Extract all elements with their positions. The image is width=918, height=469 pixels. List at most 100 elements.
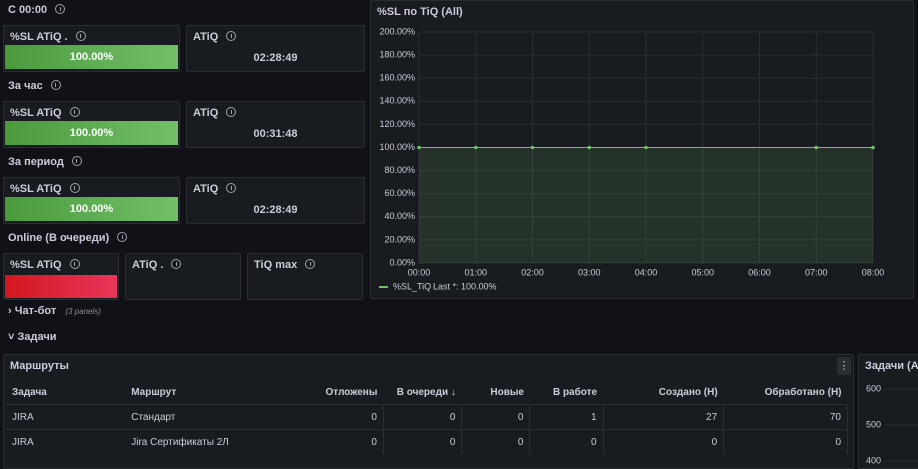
table-cell: 0 — [461, 429, 531, 454]
column-header[interactable]: Создано (Н) — [658, 386, 718, 398]
column-header[interactable]: В работе — [552, 386, 598, 398]
chart: 0.00% 20.00% 40.00% 60.00% 80.00% 100.00% 120.… — [379, 26, 885, 291]
section-title-text: За период — [8, 156, 64, 168]
area — [419, 147, 873, 263]
info-icon[interactable] — [75, 31, 86, 41]
row-header[interactable]: ˅ Задачи — [8, 331, 57, 343]
row-title: Задачи — [17, 331, 57, 343]
y-tick-label: 40.00% — [384, 211, 415, 221]
table-cell: 0 — [383, 404, 463, 430]
stat-panel: ATiQ 02:28:49 — [186, 177, 365, 224]
chart-panel: %SL по TiQ (All) 0.00% 20.00% 40.00% 60.00%… — [370, 0, 914, 299]
info-icon[interactable] — [69, 107, 80, 117]
info-icon[interactable] — [117, 232, 128, 242]
stat-title-text: TiQ max — [254, 259, 298, 271]
stat-title: %SL ATiQ — [10, 259, 80, 271]
point — [587, 145, 592, 150]
x-tick-label: 08:00 — [862, 267, 885, 277]
info-icon[interactable] — [226, 31, 237, 41]
column-header[interactable]: Задача — [12, 386, 47, 398]
stat-value: 02:28:49 — [253, 204, 298, 216]
x-tick-label: 00:00 — [408, 267, 431, 277]
y-tick-label: 20.00% — [384, 234, 415, 244]
info-icon[interactable] — [50, 80, 61, 90]
stat-title: %SL ATiQ — [10, 107, 80, 119]
y-tick-label: 60.00% — [384, 188, 415, 198]
stat-title-text: %SL ATiQ — [10, 259, 62, 271]
stat-value: 100.00% — [5, 45, 178, 69]
stat-panel: %SL ATiQ — [3, 253, 119, 300]
table-cell: JIRA — [6, 429, 126, 454]
stat-panel: %SL ATiQ . 100.00% — [3, 25, 180, 72]
y-tick-label: 160.00% — [379, 73, 415, 83]
y-tick-label: 120.00% — [379, 119, 415, 129]
table-cell: JIRA — [6, 404, 126, 430]
info-icon[interactable] — [226, 183, 237, 193]
stat-title: ATiQ — [193, 107, 237, 119]
table-cell: 0 — [723, 429, 848, 454]
info-icon[interactable] — [305, 259, 316, 269]
row-title: Чат-бот — [14, 305, 57, 317]
column-header[interactable]: Маршрут — [131, 386, 177, 398]
stat-value: 02:28:49 — [253, 52, 298, 64]
table-row: JIRA Jira Сертификаты 2Л 0 0 0 0 0 0 — [6, 429, 848, 454]
y-tick-label: 180.00% — [379, 49, 415, 59]
table-cell: 0 — [247, 429, 384, 454]
column-header[interactable]: Отложены — [325, 386, 378, 398]
stat-panel: ATiQ . — [125, 253, 241, 300]
info-icon[interactable] — [69, 259, 80, 269]
stat-title-text: ATiQ — [193, 31, 219, 43]
stat-title: ATiQ — [193, 183, 237, 195]
x-tick-label: 06:00 — [748, 267, 771, 277]
x-tick-label: 07:00 — [805, 267, 828, 277]
y-tick-label: 200.00% — [379, 26, 415, 36]
table-cell: 70 — [723, 404, 848, 430]
x-tick-label: 05:00 — [691, 267, 714, 277]
point — [871, 145, 875, 150]
info-icon[interactable] — [171, 259, 182, 269]
stat-area: С 00:00 %SL ATiQ . 100.00% ATiQ 02:28:49 За ч… — [0, 0, 366, 300]
column-header[interactable]: В очереди ↓ — [396, 386, 456, 398]
stat-value: 100.00% — [5, 121, 178, 145]
stat-title-text: %SL ATiQ . — [10, 31, 68, 43]
stat-title: ATiQ . — [132, 259, 182, 271]
y-tick-label: 400 — [866, 455, 881, 465]
legend-label: %SL_TiQ — [393, 281, 431, 291]
side-panel-title: Задачи (All) — [865, 360, 918, 372]
point — [530, 145, 535, 150]
table-body: JIRA Стандарт 0 0 0 1 27 70 JIRA Jira Сертификаты… — [6, 404, 848, 454]
menu-button[interactable]: ⋮ — [837, 357, 851, 375]
table-title: Маршруты — [10, 360, 69, 372]
section-title-text: Online (В очереди) — [8, 232, 110, 244]
stat-value: 100.00% — [5, 197, 178, 221]
info-icon[interactable] — [226, 107, 237, 117]
table-cell: 0 — [461, 404, 531, 430]
info-icon[interactable] — [55, 4, 66, 14]
row-header[interactable]: › Чат-бот (3 panels) — [8, 305, 101, 317]
row-note: (3 panels) — [65, 307, 101, 316]
table-cell: 0 — [529, 429, 604, 454]
x-tick-label: 04:00 — [635, 267, 658, 277]
side-chart: 600 500 400 — [866, 383, 918, 465]
table-cell: 0 — [247, 404, 384, 430]
chart-title: %SL по TiQ (All) — [377, 6, 463, 18]
column-header[interactable]: Новые — [490, 386, 524, 398]
point — [473, 145, 478, 150]
x-tick-label: 03:00 — [578, 267, 601, 277]
x-tick-label: 02:00 — [521, 267, 544, 277]
stat-title-text: %SL ATiQ — [10, 183, 62, 195]
info-icon[interactable] — [69, 183, 80, 193]
stat-panel: %SL ATiQ 100.00% — [3, 101, 180, 148]
stat-title-text: %SL ATiQ — [10, 107, 62, 119]
stat-panel: TiQ max — [247, 253, 363, 300]
x-tick-label: 01:00 — [464, 267, 487, 277]
y-tick-label: 100.00% — [379, 142, 415, 152]
info-icon[interactable] — [71, 156, 82, 166]
stat-title: %SL ATiQ . — [10, 31, 86, 43]
stat-title: TiQ max — [254, 259, 316, 271]
table-cell: 0 — [603, 429, 725, 454]
y-tick-label: 0.00% — [389, 257, 415, 267]
stat-title-text: ATiQ . — [132, 259, 164, 271]
section-title: Online (В очереди) — [8, 232, 128, 244]
column-header[interactable]: Обработано (Н) — [764, 386, 842, 398]
